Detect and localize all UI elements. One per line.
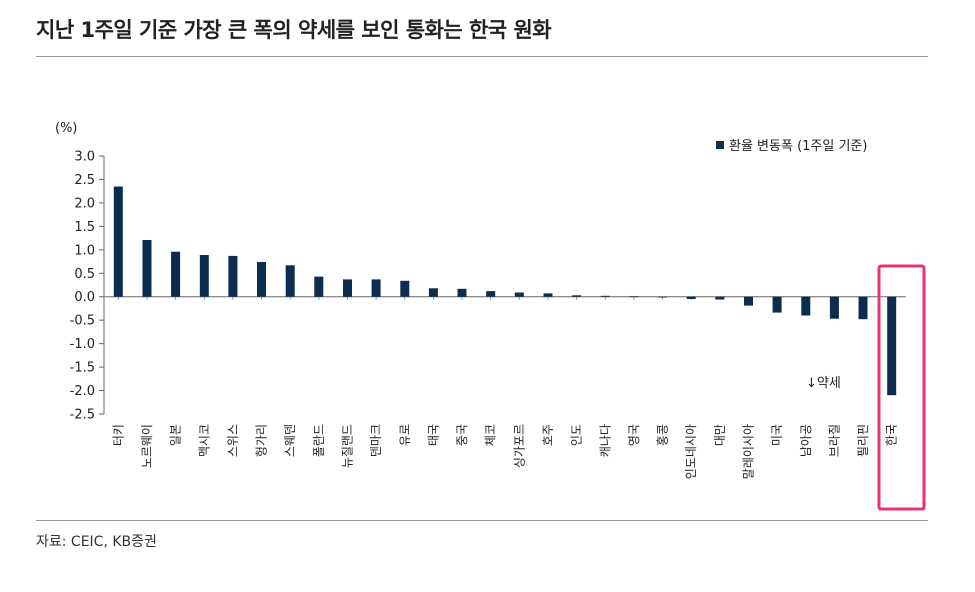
y-tick-label: -1.5	[70, 361, 95, 376]
bar-브라질	[829, 296, 839, 319]
category-label: 유로	[398, 424, 412, 446]
bar-태국	[428, 288, 438, 297]
category-label: 노르웨이	[140, 424, 154, 468]
bar-미국	[772, 296, 782, 313]
bar-헝가리	[257, 262, 266, 297]
bar-유로	[400, 280, 410, 297]
category-label: 말레이시아	[741, 424, 755, 479]
category-label: 중국	[455, 424, 469, 446]
category-label: 한국	[885, 424, 899, 446]
bar-홍콩	[658, 296, 667, 298]
y-tick-label: 1.5	[74, 220, 95, 235]
category-label: 인도네시아	[684, 424, 698, 479]
y-tick-label: 3.0	[74, 150, 95, 165]
category-label: 덴마크	[369, 424, 383, 457]
category-label: 헝가리	[255, 424, 269, 457]
y-tick-label: 0.5	[74, 267, 95, 282]
category-label: 폴란드	[312, 424, 326, 457]
bar-터키	[113, 186, 123, 297]
category-label: 스웨덴	[283, 424, 297, 457]
y-tick-label: -2.0	[70, 384, 95, 399]
y-tick-label: 1.0	[74, 243, 95, 258]
category-label: 대만	[713, 424, 727, 446]
bar-싱가포르	[514, 292, 524, 297]
bar-필리핀	[858, 296, 868, 320]
category-label: 멕시코	[197, 424, 211, 457]
bar-노르웨이	[142, 240, 152, 297]
bar-중국	[457, 288, 467, 297]
bar-남아공	[801, 296, 811, 316]
y-axis-unit-label: (%)	[55, 121, 78, 136]
y-tick-label: 2.5	[74, 173, 95, 188]
category-label: 홍콩	[656, 424, 670, 446]
bar-뉴질랜드	[343, 279, 352, 297]
bar-호주	[543, 293, 553, 297]
category-label: 뉴질랜드	[340, 424, 354, 468]
y-tick-label: 0.0	[74, 290, 95, 305]
source-note: 자료: CEIC, KB증권	[36, 534, 157, 550]
bar-일본	[171, 251, 181, 297]
bar-인도	[572, 295, 582, 297]
bar-말레이시아	[744, 296, 753, 306]
category-label: 태국	[426, 424, 440, 446]
bar-덴마크	[371, 279, 381, 297]
category-label: 호주	[541, 424, 555, 446]
weakness-annotation: ↓약세	[806, 376, 841, 391]
legend-label: 환율 변동폭 (1주일 기준)	[729, 139, 867, 154]
legend-swatch	[716, 141, 724, 149]
legend: 환율 변동폭 (1주일 기준)	[716, 139, 867, 154]
category-label: 브라질	[827, 424, 841, 457]
bars	[113, 186, 897, 396]
bar-폴란드	[314, 276, 324, 297]
category-label: 체코	[484, 424, 498, 446]
bar-체코	[486, 291, 496, 297]
title-divider	[36, 56, 928, 57]
bar-한국	[887, 296, 897, 396]
bar-스웨덴	[285, 265, 295, 297]
y-tick-label: 2.0	[74, 196, 95, 211]
category-label: 남아공	[799, 424, 813, 457]
category-label: 일본	[169, 424, 183, 446]
bar-인도네시아	[686, 296, 696, 299]
y-tick-label: -1.0	[70, 337, 95, 352]
category-labels: 터키 노르웨이 일본 멕시코 스위스 헝가리 스웨덴 폴란드 뉴질랜드 덴마크 유로 태국 중국 체코 싱가…	[111, 424, 898, 479]
category-label: 필리핀	[856, 424, 870, 457]
category-label: 터키	[111, 424, 125, 446]
category-label: 영국	[627, 424, 641, 446]
category-label: 싱가포르	[512, 424, 526, 468]
axes: 3.0 2.5 2.0 1.5 1.0 0.5 0.0 -0.5 -1.0 -1.5 -2.0 -2.…	[70, 150, 906, 423]
category-label: 인도	[570, 424, 584, 446]
bar-멕시코	[199, 255, 209, 297]
y-tick-label: -2.5	[70, 408, 95, 423]
bar-대만	[715, 296, 725, 300]
bar-캐나다	[600, 295, 610, 297]
category-label: 캐나다	[598, 424, 612, 457]
footer-divider	[36, 520, 928, 521]
category-label: 미국	[770, 424, 784, 446]
category-label: 스위스	[226, 424, 240, 457]
y-tick-label: -0.5	[70, 314, 95, 329]
bar-영국	[629, 296, 639, 298]
chart-title: 지난 1주일 기준 가장 큰 폭의 약세를 보인 통화는 한국 원화	[36, 18, 552, 42]
highlight-box	[877, 264, 926, 511]
bar-스위스	[228, 255, 238, 297]
